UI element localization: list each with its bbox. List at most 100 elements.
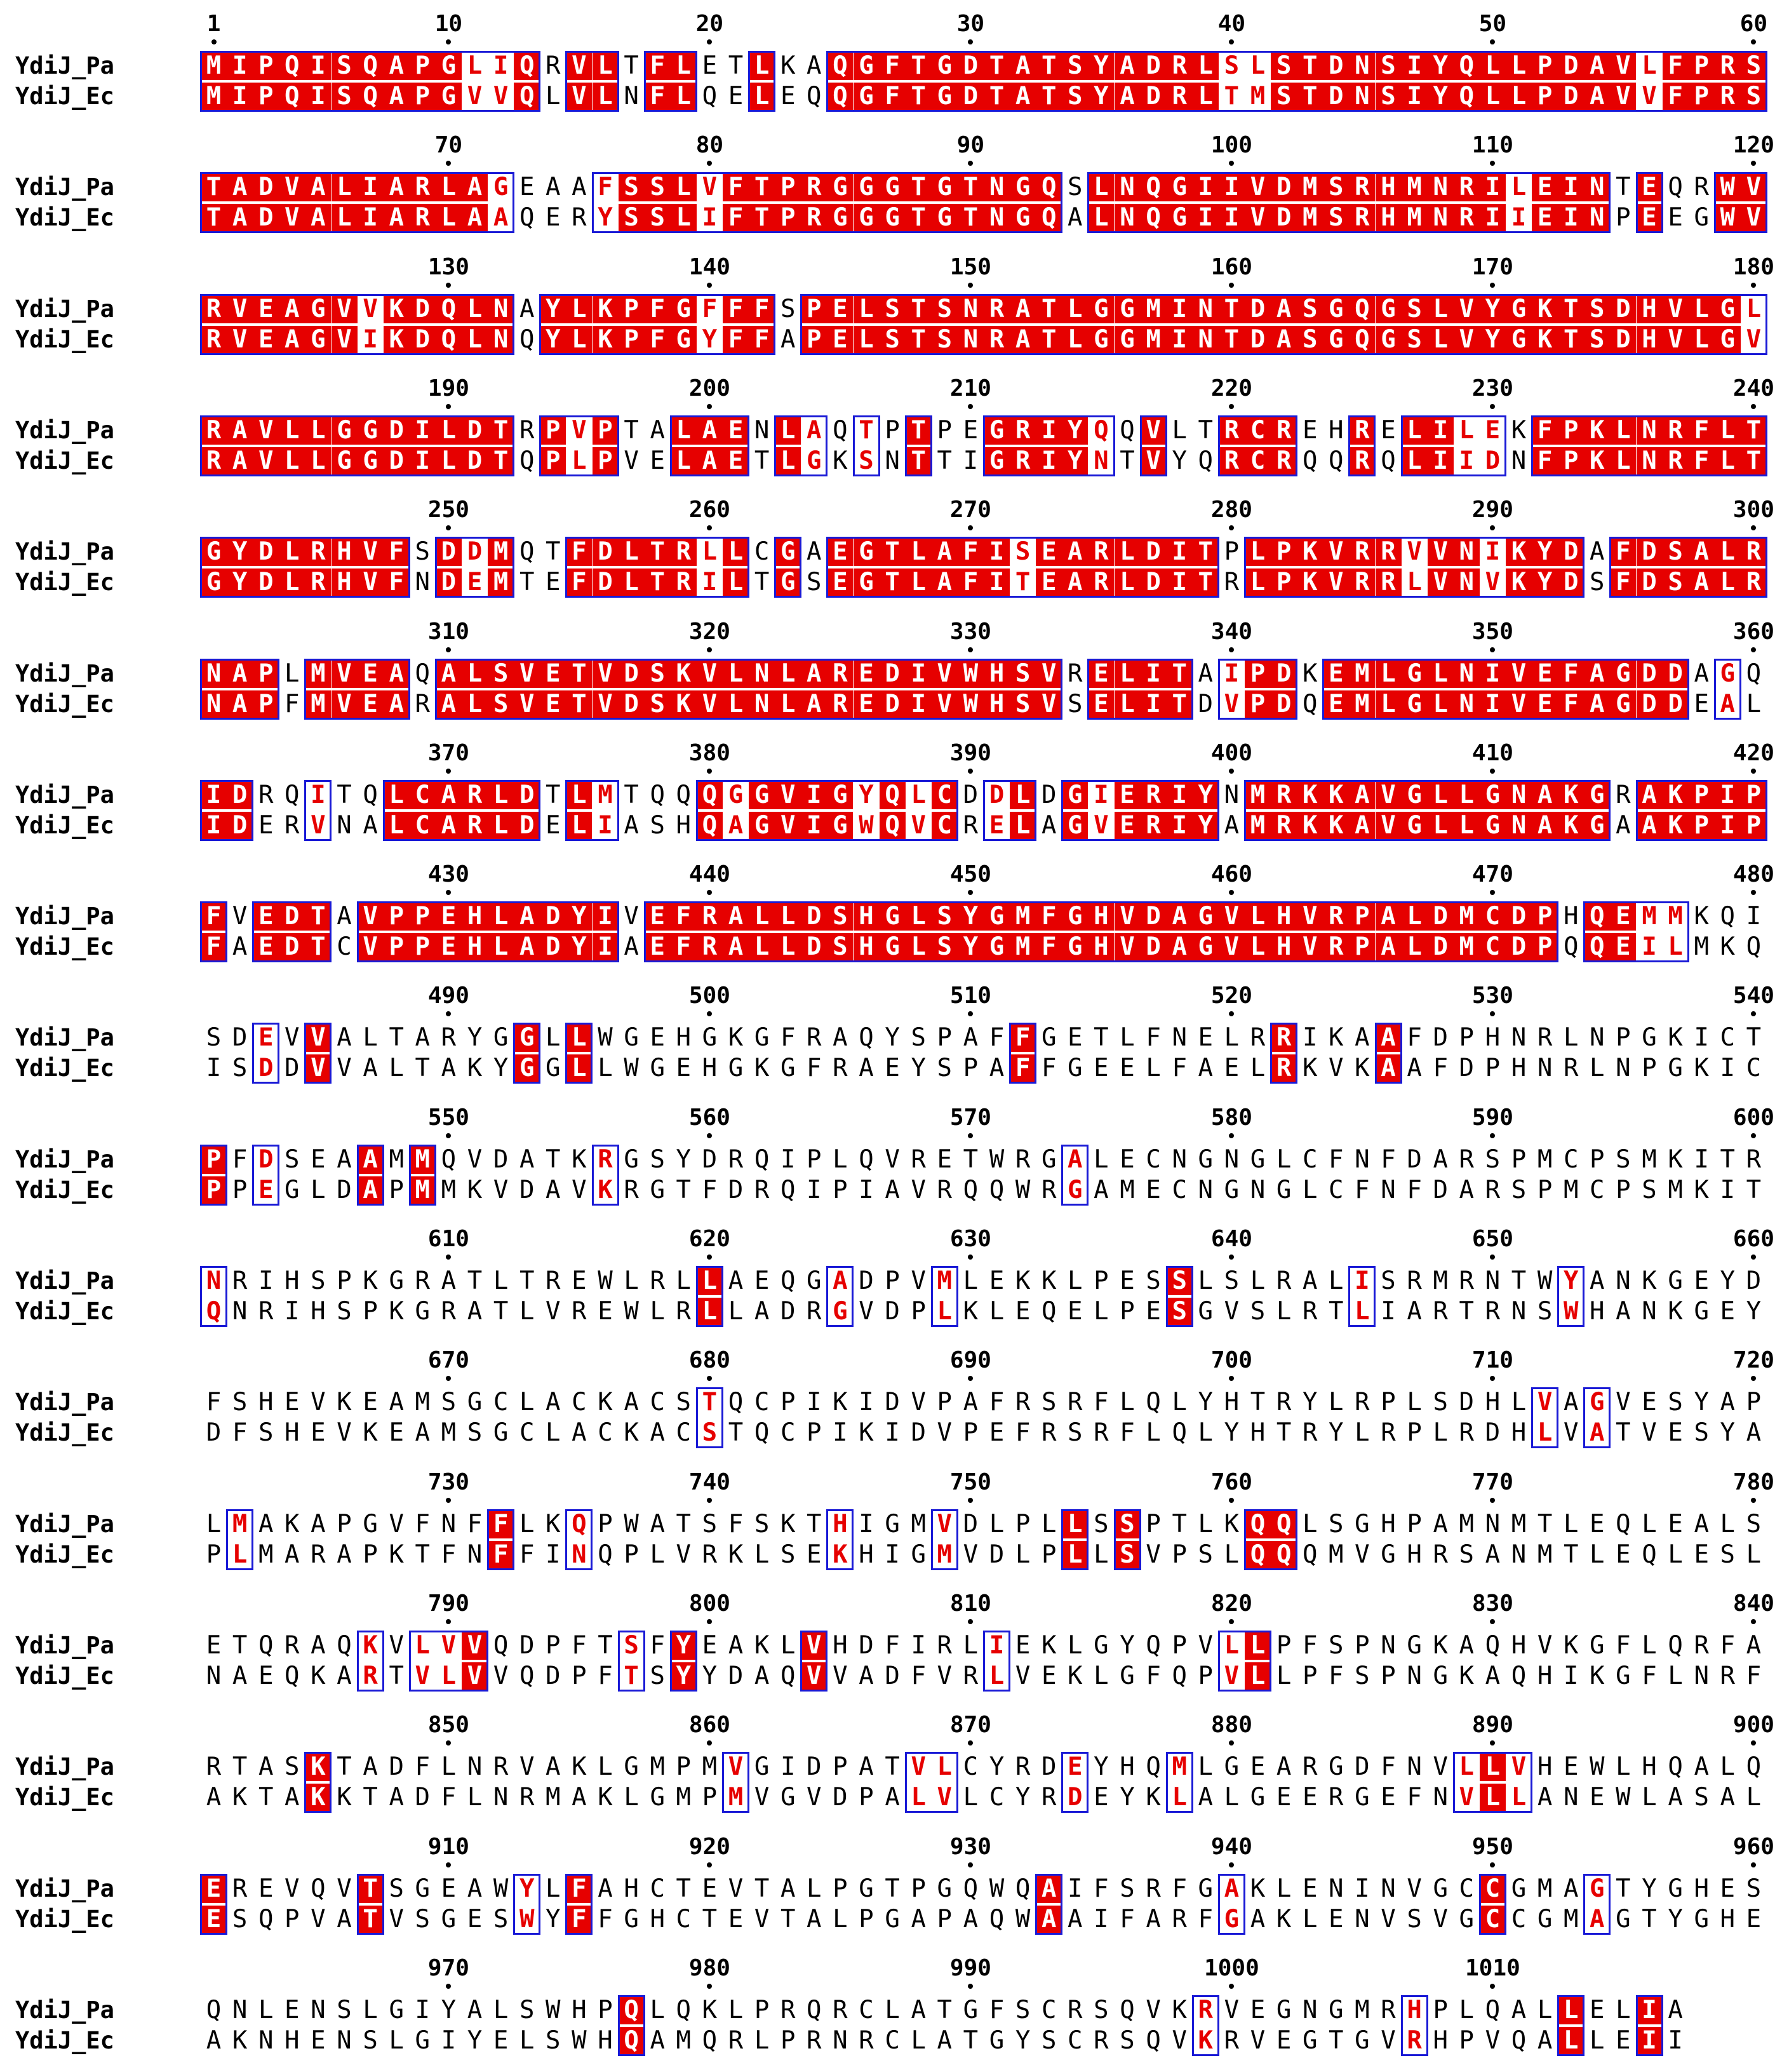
residue-pa: N	[1427, 173, 1454, 202]
residue-pa: K	[598, 1388, 613, 1417]
residue-pa: G	[624, 1145, 639, 1174]
residue-pa: A	[1746, 1631, 1762, 1660]
residue-pa: S	[1375, 52, 1402, 80]
position-tick-dot	[1490, 1133, 1496, 1138]
residue-ec: M	[1563, 1904, 1579, 1934]
residue-pa: G	[885, 1509, 900, 1538]
residue-ec: H	[285, 1418, 300, 1448]
residue-ec: Q	[357, 83, 384, 111]
residue-pa: A	[415, 1023, 431, 1053]
residue-pa: T	[546, 780, 561, 809]
conservation-frame	[1217, 658, 1298, 720]
position-label: 840	[1732, 1590, 1774, 1617]
residue-pa: K	[546, 1509, 561, 1538]
position-tick-dot	[968, 1376, 974, 1382]
conservation-frame	[1531, 1387, 1559, 1449]
residue-pa: R	[232, 1874, 248, 1903]
residue-ec: T	[702, 1904, 718, 1934]
residue-ec: G	[1224, 1175, 1240, 1204]
residue-ec: A	[624, 811, 639, 840]
position-tick-dot	[1490, 1255, 1496, 1260]
residue-pa: L	[435, 173, 462, 202]
residue-ec: S	[1323, 204, 1350, 232]
residue-ec: Q	[754, 1418, 770, 1448]
residue-pa: I	[1479, 173, 1506, 202]
residue-ec: V	[937, 1661, 953, 1690]
residue-pa: L	[1563, 1023, 1579, 1053]
residue-ec: L	[670, 83, 697, 111]
position-label: 750	[949, 1469, 991, 1495]
position-tick-dot	[1229, 39, 1235, 44]
residue-pa: N	[1172, 1145, 1187, 1174]
residue-pa: T	[546, 537, 561, 567]
residue-pa: V	[1224, 1995, 1240, 2024]
residue-pa: C	[754, 537, 770, 567]
residue-ec: V	[1172, 2026, 1187, 2055]
residue-ec: V	[859, 1297, 874, 1326]
residue-pa: E	[258, 1874, 274, 1903]
position-tick-dot	[1751, 768, 1757, 774]
residue-ec: F	[702, 1175, 718, 1204]
position-label: 470	[1471, 861, 1513, 888]
residue-ec: D	[415, 1783, 431, 1812]
residue-pa: A	[383, 52, 410, 80]
residue-pa: S	[780, 294, 796, 323]
residue-ec: D	[780, 1297, 796, 1326]
residue-pa: Q	[1616, 1509, 1631, 1538]
residue-pa: D	[1558, 52, 1584, 80]
residue-ec: L	[1146, 1054, 1161, 1083]
residue-pa: I	[1558, 173, 1584, 202]
residue-ec: T	[1297, 83, 1323, 111]
residue-pa: Q	[1668, 1752, 1683, 1782]
residue-pa: V	[911, 1388, 926, 1417]
residue-pa: S	[1746, 1874, 1762, 1903]
position-label: 870	[949, 1712, 991, 1739]
residue-ec: I	[1668, 2026, 1683, 2055]
residue-pa: L	[441, 1752, 457, 1782]
residue-ec: H	[1537, 1661, 1553, 1690]
residue-pa: E	[285, 1388, 300, 1417]
residue-ec: N	[1433, 1783, 1448, 1812]
position-label: 800	[688, 1590, 730, 1617]
residue-ec: N	[624, 82, 639, 111]
residue-ec: M	[1563, 1175, 1579, 1204]
residue-ec: T	[728, 1418, 744, 1448]
residue-ec: R	[1224, 2026, 1240, 2055]
residue-ec: R	[963, 1661, 979, 1690]
position-tick-dot	[1229, 161, 1235, 166]
residue-pa: M	[1401, 173, 1428, 202]
residue-pa: P	[1146, 1509, 1161, 1538]
residue-pa: G	[702, 1023, 718, 1053]
residue-ec: N	[467, 1540, 483, 1569]
residue-ec: I	[1094, 1904, 1109, 1934]
position-tick-dot	[1229, 768, 1235, 774]
position-tick-dot	[446, 1497, 452, 1503]
residue-pa: L	[1506, 52, 1532, 80]
residue-ec: Q	[1563, 932, 1579, 962]
position-label: 430	[427, 861, 469, 888]
residue-pa: S	[650, 1145, 665, 1174]
residue-pa: P	[1590, 1145, 1605, 1174]
residue-pa: T	[546, 1145, 561, 1174]
position-label: 930	[949, 1833, 991, 1860]
residue-ec: C	[1590, 1175, 1605, 1204]
residue-pa: A	[624, 1388, 639, 1417]
residue-ec: R	[1302, 1297, 1318, 1326]
residue-ec: K	[754, 1054, 770, 1083]
position-label: 690	[949, 1347, 991, 1374]
residue-ec: L	[1479, 83, 1506, 111]
residue-ec: K	[1694, 1175, 1709, 1204]
residue-pa: L	[1088, 173, 1115, 202]
residue-pa: C	[754, 1388, 770, 1417]
sequence-name-ec: YdiJ_Ec	[15, 1662, 114, 1690]
residue-pa: L	[749, 52, 775, 80]
residue-pa: N	[984, 173, 1010, 202]
residue-pa: L	[546, 1874, 561, 1903]
residue-ec: F	[1120, 1418, 1135, 1448]
conservation-frame	[1061, 1144, 1089, 1206]
residue-pa: A	[807, 51, 822, 80]
residue-ec: P	[807, 1418, 822, 1448]
residue-ec: S	[493, 1904, 509, 1934]
residue-ec: H	[598, 2026, 613, 2055]
position-label: 200	[688, 375, 730, 401]
